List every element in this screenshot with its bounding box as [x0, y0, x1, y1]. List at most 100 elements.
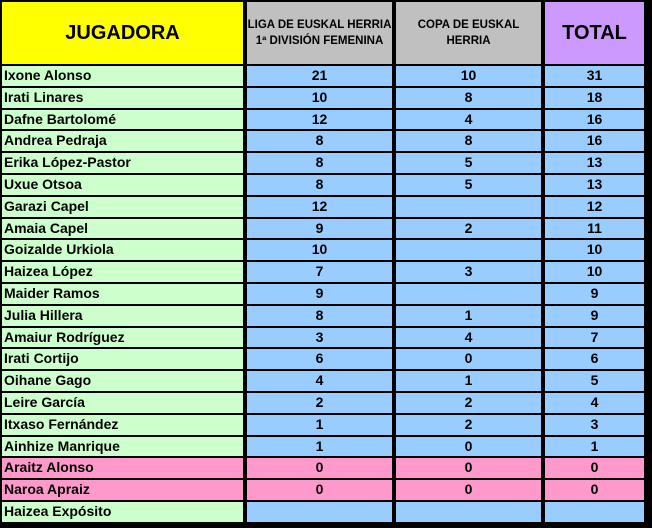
table-row: Irati Linares 10 8 18	[2, 87, 644, 108]
player-name-cell: Dafne Bartolomé	[2, 109, 243, 130]
copa-goals-cell: 0	[396, 349, 541, 370]
player-name-cell: Oihane Gago	[2, 371, 243, 391]
player-name-cell: Goizalde Urkiola	[2, 240, 243, 261]
total-goals-cell: 16	[545, 109, 644, 130]
total-goals-cell: 9	[545, 283, 644, 304]
player-name-cell: Itxaso Fernández	[2, 414, 243, 435]
table-row: Amaia Capel 9 2 11	[2, 218, 644, 239]
liga-goals-cell: 1	[247, 414, 392, 435]
total-goals-cell: 6	[545, 349, 644, 370]
total-goals-cell: 5	[545, 371, 644, 391]
table-row: Ixone Alonso 21 10 31	[2, 66, 644, 86]
player-name-cell: Irati Linares	[2, 87, 243, 108]
header-liga: LIGA DE EUSKAL HERRIA 1ª DIVISIÓN FEMENI…	[247, 2, 392, 64]
total-goals-cell: 18	[545, 87, 644, 108]
total-goals-cell: 3	[545, 414, 644, 435]
table-row: Leire García 2 2 4	[2, 392, 644, 413]
total-goals-cell: 13	[545, 153, 644, 173]
copa-goals-cell	[396, 196, 541, 217]
table-row: Oihane Gago 4 1 5	[2, 371, 644, 391]
copa-goals-cell: 5	[396, 174, 541, 195]
liga-goals-cell: 0	[247, 458, 392, 479]
table-body: Ixone Alonso 21 10 31 Irati Linares 10 8 18 Dafn…	[2, 66, 644, 522]
copa-goals-cell: 2	[396, 414, 541, 435]
copa-goals-cell: 0	[396, 436, 541, 457]
table-row: Itxaso Fernández 1 2 3	[2, 414, 644, 435]
table-row: Haizea López 7 3 10	[2, 262, 644, 282]
copa-goals-cell: 10	[396, 66, 541, 86]
liga-goals-cell: 8	[247, 131, 392, 152]
table-row: Naroa Apraiz 0 0 0	[2, 480, 644, 500]
liga-goals-cell: 3	[247, 327, 392, 348]
table-row: Araitz Alonso 0 0 0	[2, 458, 644, 479]
liga-goals-cell: 12	[247, 196, 392, 217]
table-row: Andrea Pedraja 8 8 16	[2, 131, 644, 152]
table-row: Maider Ramos 9 9	[2, 283, 644, 304]
player-name-cell: Irati Cortijo	[2, 349, 243, 370]
liga-goals-cell: 7	[247, 262, 392, 282]
player-name-cell: Haizea López	[2, 262, 243, 282]
liga-goals-cell: 12	[247, 109, 392, 130]
header-row: JUGADORA LIGA DE EUSKAL HERRIA 1ª DIVISI…	[2, 2, 644, 64]
player-name-cell: Amaia Capel	[2, 218, 243, 239]
total-goals-cell: 10	[545, 262, 644, 282]
player-name-cell: Ixone Alonso	[2, 66, 243, 86]
liga-goals-cell: 2	[247, 392, 392, 413]
table-row: Uxue Otsoa 8 5 13	[2, 174, 644, 195]
copa-goals-cell	[396, 240, 541, 261]
player-name-cell: Amaiur Rodríguez	[2, 327, 243, 348]
copa-goals-cell: 8	[396, 87, 541, 108]
liga-goals-cell: 10	[247, 240, 392, 261]
player-name-cell: Haizea Expósito	[2, 501, 243, 522]
total-goals-cell: 11	[545, 218, 644, 239]
header-total: TOTAL	[545, 2, 644, 64]
liga-goals-cell: 9	[247, 218, 392, 239]
table-row: Garazi Capel 12 12	[2, 196, 644, 217]
player-name-cell: Leire García	[2, 392, 243, 413]
liga-goals-cell	[247, 501, 392, 522]
copa-goals-cell: 0	[396, 480, 541, 500]
copa-goals-cell: 0	[396, 458, 541, 479]
player-name-cell: Andrea Pedraja	[2, 131, 243, 152]
total-goals-cell: 31	[545, 66, 644, 86]
liga-goals-cell: 0	[247, 480, 392, 500]
copa-goals-cell	[396, 283, 541, 304]
player-name-cell: Araitz Alonso	[2, 458, 243, 479]
liga-goals-cell: 10	[247, 87, 392, 108]
liga-goals-cell: 21	[247, 66, 392, 86]
total-goals-cell: 0	[545, 458, 644, 479]
copa-goals-cell: 4	[396, 109, 541, 130]
total-goals-cell: 7	[545, 327, 644, 348]
copa-goals-cell: 1	[396, 371, 541, 391]
table-row: Irati Cortijo 6 0 6	[2, 349, 644, 370]
copa-goals-cell: 5	[396, 153, 541, 173]
copa-goals-cell: 2	[396, 392, 541, 413]
player-name-cell: Uxue Otsoa	[2, 174, 243, 195]
table-row: Erika López-Pastor 8 5 13	[2, 153, 644, 173]
copa-goals-cell: 8	[396, 131, 541, 152]
player-name-cell: Garazi Capel	[2, 196, 243, 217]
liga-goals-cell: 1	[247, 436, 392, 457]
copa-goals-cell: 4	[396, 327, 541, 348]
table-row: Dafne Bartolomé 12 4 16	[2, 109, 644, 130]
total-goals-cell: 4	[545, 392, 644, 413]
player-name-cell: Julia Hillera	[2, 305, 243, 326]
table-row: Amaiur Rodríguez 3 4 7	[2, 327, 644, 348]
table-row: Haizea Expósito	[2, 501, 644, 522]
copa-goals-cell: 1	[396, 305, 541, 326]
total-goals-cell: 1	[545, 436, 644, 457]
liga-goals-cell: 8	[247, 174, 392, 195]
player-name-cell: Naroa Apraiz	[2, 480, 243, 500]
player-name-cell: Ainhize Manrique	[2, 436, 243, 457]
header-player: JUGADORA	[2, 2, 243, 64]
table-row: Ainhize Manrique 1 0 1	[2, 436, 644, 457]
total-goals-cell: 0	[545, 480, 644, 500]
header-copa: COPA DE EUSKAL HERRIA	[396, 2, 541, 64]
player-name-cell: Maider Ramos	[2, 283, 243, 304]
liga-goals-cell: 4	[247, 371, 392, 391]
player-name-cell: Erika López-Pastor	[2, 153, 243, 173]
table-row: Julia Hillera 8 1 9	[2, 305, 644, 326]
total-goals-cell: 16	[545, 131, 644, 152]
